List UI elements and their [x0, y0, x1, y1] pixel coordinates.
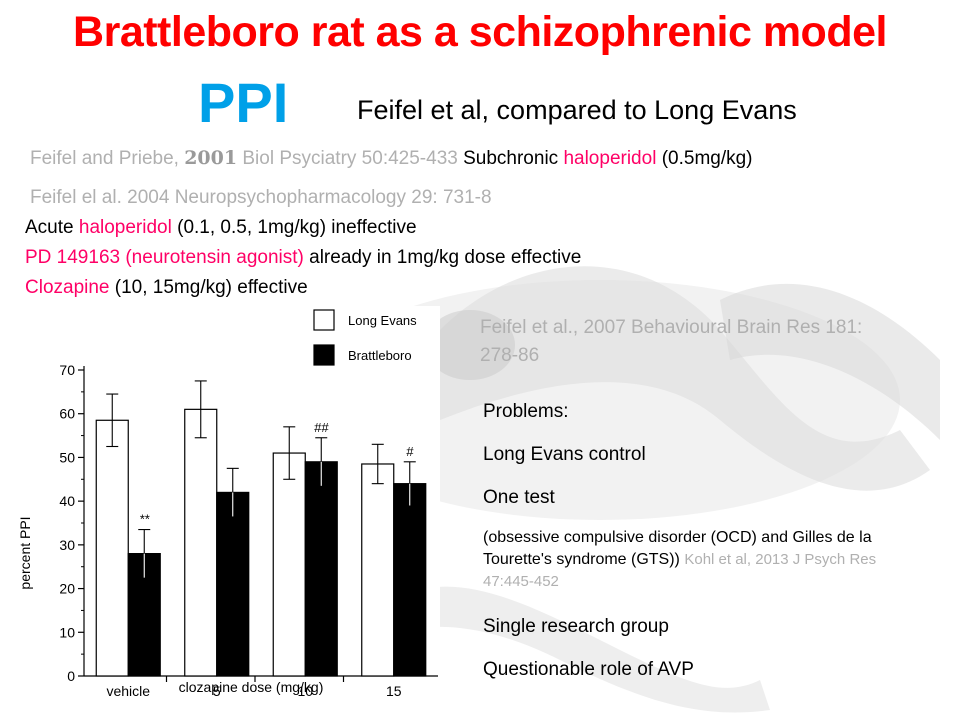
ref1-journal: Biol Psyciatry 50:425-433: [242, 148, 458, 169]
problem-avp-role: Questionable role of AVP: [483, 659, 694, 680]
ref1-drug: haloperidol: [563, 148, 657, 169]
y-tick-label: 20: [59, 581, 75, 597]
x-tick-label: 5: [213, 683, 221, 699]
problem-single-group: Single research group: [483, 616, 669, 637]
problem-ocd-gts: (obsessive compulsive disorder (OCD) and…: [483, 527, 928, 593]
bar-brattleboro-15: [393, 483, 427, 677]
significance-marker: ##: [314, 420, 329, 435]
problem-one-test: One test: [483, 487, 555, 508]
problem-long-evans-control: Long Evans control: [483, 444, 646, 465]
finding-3-b: (10, 15mg/kg) effective: [114, 277, 308, 298]
ppi-heading: PPI: [198, 71, 289, 134]
ppi-bar-chart: Long Evans Brattleboro 0 10 20 30 40 50 60 70 per…: [17, 309, 438, 699]
y-tick-label: 30: [59, 537, 75, 553]
bar-long-evans-10: [272, 452, 306, 677]
ocd-gts-text: (obsessive compulsive disorder (OCD) and…: [483, 529, 872, 568]
finding-pd149163: PD 149163 (neurotensin agonist) already …: [25, 247, 581, 269]
finding-haloperidol: Acute haloperidol (0.1, 0.5, 1mg/kg) ine…: [25, 217, 417, 239]
y-tick-label: 0: [67, 668, 75, 684]
y-tick-label: 10: [59, 624, 75, 640]
finding-1-drug: haloperidol: [78, 217, 172, 238]
y-axis-label: percent PPI: [18, 516, 33, 589]
finding-2-drug: PD 149163 (neurotensin agonist): [25, 247, 304, 268]
ppi-subtitle: Feifel et al, compared to Long Evans: [357, 95, 797, 125]
y-tick-label: 50: [59, 449, 75, 465]
y-tick-label: 60: [59, 406, 75, 422]
ref1-desc-a: Subchronic: [463, 148, 559, 169]
y-tick-label: 40: [59, 493, 75, 509]
chart-axes: 0 10 20 30 40 50 60 70 percent PPI clozapine dose…: [17, 362, 438, 699]
bar-long-evans-vehicle: [95, 419, 129, 677]
reference-2007: Feifel et al., 2007 Behavioural Brain Re…: [480, 317, 863, 366]
slide-title: Brattleboro rat as a schizophrenic model: [73, 8, 887, 56]
legend-swatch-long-evans: [313, 309, 335, 331]
finding-2-b: already in 1mg/kg dose effective: [309, 247, 582, 268]
ref1-year: 2001: [184, 147, 238, 169]
x-tick-label: 10: [297, 683, 313, 699]
reference-2004: Feifel el al. 2004 Neuropsychopharmacolo…: [30, 187, 492, 208]
bar-brattleboro-10: [304, 461, 338, 677]
significance-marker: **: [139, 512, 150, 527]
problems-heading: Problems:: [483, 401, 569, 422]
legend-label: Brattleboro: [348, 348, 412, 363]
finding-1-c: (0.1, 0.5, 1mg/kg) ineffective: [177, 217, 417, 238]
y-tick-label: 70: [59, 362, 75, 378]
x-tick-label: 15: [386, 683, 402, 699]
legend-label: Long Evans: [348, 313, 417, 328]
bar-long-evans-5: [184, 408, 218, 677]
bar-long-evans-15: [361, 463, 395, 677]
chart-bars: **###: [95, 380, 427, 677]
ref1-authors: Feifel and Priebe,: [30, 148, 179, 169]
finding-clozapine: Clozapine (10, 15mg/kg) effective: [25, 277, 308, 299]
x-axis-label: clozapine dose (mg/kg): [179, 679, 324, 695]
reference-2001: Feifel and Priebe, 2001 Biol Psyciatry 5…: [30, 147, 753, 170]
ppi-chart-panel: Long Evans Brattleboro 0 10 20 30 40 50 60 70 per…: [17, 306, 440, 703]
ref1-desc-b: (0.5mg/kg): [661, 148, 753, 169]
bar-brattleboro-5: [216, 491, 250, 677]
ocd-gts-reference: Kohl et al, 2013 J Psych Res 47:445-452: [483, 551, 877, 590]
finding-3-drug: Clozapine: [25, 277, 110, 298]
significance-marker: #: [406, 444, 414, 459]
chart-legend: Long Evans Brattleboro: [313, 309, 417, 366]
x-tick-label: vehicle: [106, 683, 150, 699]
finding-1-a: Acute: [25, 217, 74, 238]
legend-swatch-brattleboro: [313, 344, 335, 366]
